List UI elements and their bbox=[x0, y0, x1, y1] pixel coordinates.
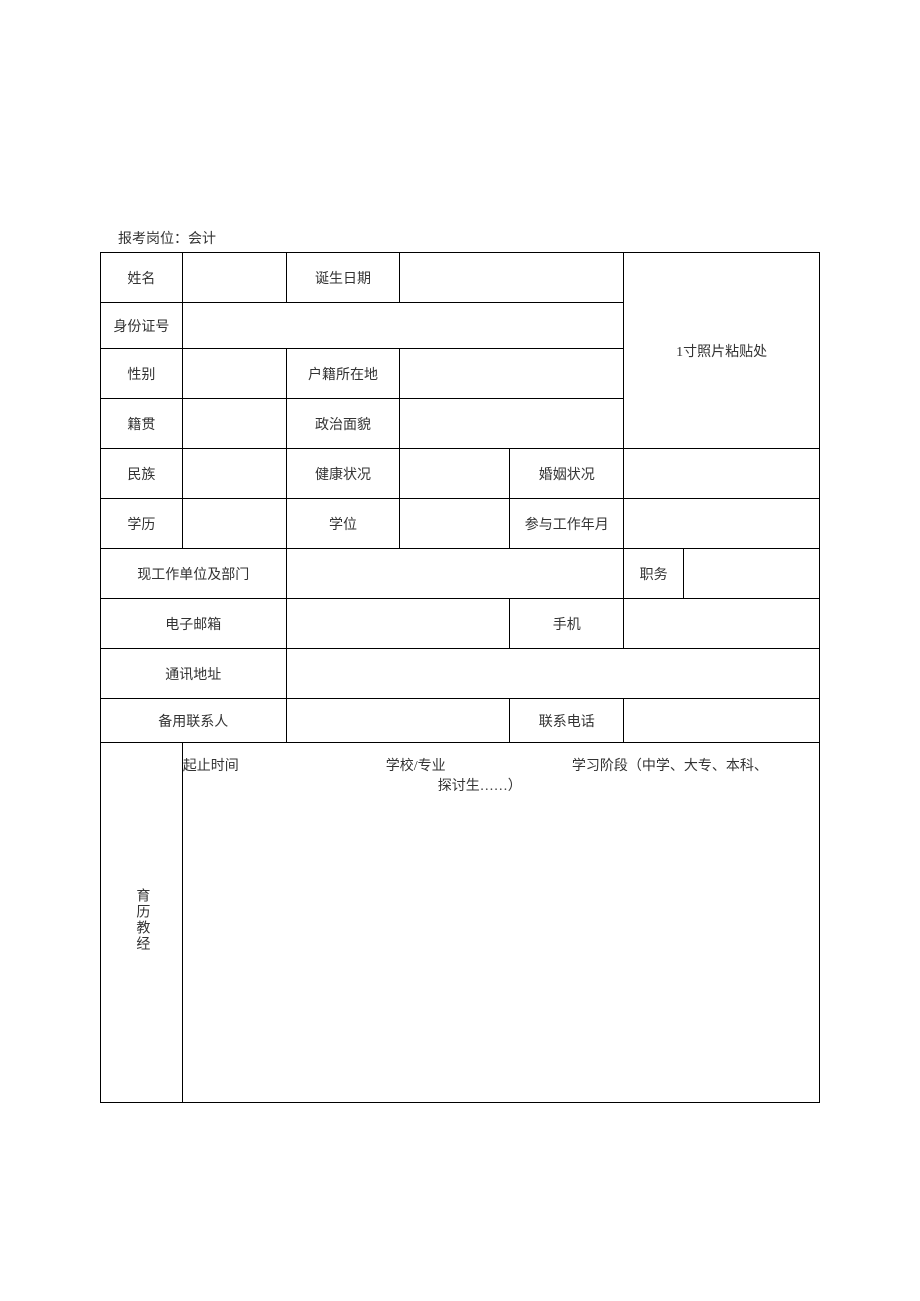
phone-value bbox=[624, 599, 820, 649]
email-label: 电子邮箱 bbox=[101, 599, 287, 649]
gender-label: 性别 bbox=[101, 349, 183, 399]
degree-label: 学位 bbox=[286, 499, 400, 549]
edu-section-body: 起止时间 学校/专业 学习阶段（中学、大专、本科、 探讨生……） bbox=[182, 743, 819, 1103]
position-value: 会计 bbox=[188, 232, 216, 247]
education-value bbox=[182, 499, 286, 549]
email-value bbox=[286, 599, 510, 649]
marital-status-value bbox=[624, 449, 820, 499]
ethnicity-label: 民族 bbox=[101, 449, 183, 499]
ethnicity-value bbox=[182, 449, 286, 499]
birthdate-label: 诞生日期 bbox=[286, 253, 400, 303]
address-label: 通讯地址 bbox=[101, 649, 287, 699]
residence-label: 户籍所在地 bbox=[286, 349, 400, 399]
id-number-value bbox=[182, 303, 623, 349]
birthdate-value bbox=[400, 253, 624, 303]
native-place-label: 籍贯 bbox=[101, 399, 183, 449]
id-number-label: 身份证号 bbox=[101, 303, 183, 349]
edu-stage-line2: 探讨生……） bbox=[438, 779, 522, 794]
native-place-value bbox=[182, 399, 286, 449]
phone-label: 手机 bbox=[510, 599, 624, 649]
edu-school-header: 学校/专业 bbox=[311, 749, 521, 775]
marital-status-label: 婚姻状况 bbox=[510, 449, 624, 499]
name-value bbox=[182, 253, 286, 303]
current-work-value bbox=[286, 549, 624, 599]
application-form-table: 姓名 诞生日期 1寸照片粘贴处 身份证号 性别 户籍所在地 籍贯 政治面貌 民 bbox=[100, 252, 820, 1103]
edu-stage-header: 学习阶段（中学、大专、本科、 bbox=[521, 749, 819, 775]
backup-contact-label: 备用联系人 bbox=[101, 699, 287, 743]
contact-phone-value bbox=[624, 699, 820, 743]
health-label: 健康状况 bbox=[286, 449, 400, 499]
job-title-label: 职务 bbox=[624, 549, 684, 599]
political-status-label: 政治面貌 bbox=[286, 399, 400, 449]
name-label: 姓名 bbox=[101, 253, 183, 303]
backup-contact-value bbox=[286, 699, 510, 743]
work-start-label: 参与工作年月 bbox=[510, 499, 624, 549]
contact-phone-label: 联系电话 bbox=[510, 699, 624, 743]
position-label: 报考岗位： bbox=[118, 232, 188, 247]
education-label: 学历 bbox=[101, 499, 183, 549]
work-start-value bbox=[624, 499, 820, 549]
position-header: 报考岗位：会计 bbox=[100, 228, 820, 248]
residence-value bbox=[400, 349, 624, 399]
address-value bbox=[286, 649, 819, 699]
edu-section-label: 育历教经 bbox=[101, 743, 183, 1103]
current-work-label: 现工作单位及部门 bbox=[101, 549, 287, 599]
photo-placeholder: 1寸照片粘贴处 bbox=[624, 253, 820, 449]
edu-time-header: 起止时间 bbox=[183, 749, 311, 775]
job-title-value bbox=[684, 549, 820, 599]
degree-value bbox=[400, 499, 510, 549]
political-status-value bbox=[400, 399, 624, 449]
gender-value bbox=[182, 349, 286, 399]
health-value bbox=[400, 449, 510, 499]
